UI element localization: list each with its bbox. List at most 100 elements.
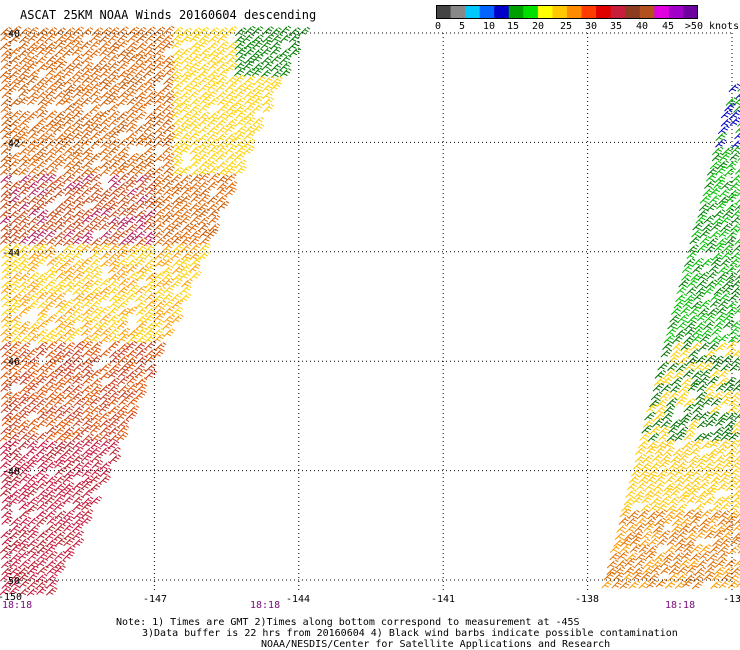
wind-barb — [719, 257, 732, 267]
wind-barb — [9, 258, 21, 267]
wind-barb — [1, 474, 14, 484]
wind-barb — [675, 503, 688, 513]
wind-barb — [8, 305, 21, 315]
wind-barb — [670, 454, 682, 464]
wind-barb — [127, 26, 140, 36]
wind-barb — [709, 186, 722, 196]
wind-barb — [681, 264, 694, 274]
wind-barb — [144, 249, 157, 259]
wind-barb — [90, 412, 103, 422]
wind-barb — [100, 201, 112, 211]
wind-barb — [10, 452, 23, 462]
wind-barb — [144, 41, 157, 51]
wind-barb — [648, 536, 661, 546]
wind-barb — [81, 235, 94, 245]
wind-barb — [179, 263, 192, 273]
wind-barb-map: -40-42-44-46-48-50 — [0, 25, 740, 597]
wind-barb — [690, 341, 703, 351]
wind-barb — [73, 397, 86, 407]
wind-barb — [679, 347, 692, 357]
wind-barb — [18, 572, 30, 581]
wind-barb — [243, 75, 256, 85]
wind-barb — [0, 139, 12, 148]
wind-barb — [153, 61, 166, 71]
wind-barb — [107, 440, 120, 450]
wind-barb — [10, 76, 22, 86]
wind-barb — [179, 97, 192, 107]
wind-barb — [46, 257, 59, 266]
wind-barb — [27, 263, 39, 273]
wind-barb — [206, 89, 219, 99]
wind-barb — [665, 544, 677, 554]
wind-barb — [152, 74, 165, 84]
wind-barb — [9, 125, 22, 135]
wind-barb — [152, 195, 165, 205]
wind-barb — [98, 109, 111, 119]
wind-barb — [54, 363, 67, 373]
wind-barb — [45, 432, 57, 441]
wind-barb — [734, 132, 740, 140]
wind-barb — [726, 264, 738, 274]
wind-barb — [689, 515, 702, 525]
wind-barb — [695, 459, 707, 469]
wind-barb — [632, 460, 645, 470]
wind-barb — [199, 53, 211, 63]
wind-barb — [45, 229, 57, 239]
wind-barb — [145, 321, 157, 331]
wind-barb — [10, 571, 23, 581]
wind-barb — [98, 221, 111, 231]
wind-barb — [63, 124, 76, 134]
wind-barb — [127, 382, 139, 392]
wind-barb — [72, 286, 84, 296]
wind-barb — [144, 83, 157, 93]
wind-barb — [81, 496, 94, 506]
wind-barb — [606, 566, 619, 576]
lat-lon-grid — [9, 32, 733, 592]
wind-barb — [73, 243, 86, 253]
wind-barb — [135, 327, 148, 337]
wind-barb — [199, 102, 211, 112]
wind-barb — [180, 131, 193, 141]
wind-barb — [711, 326, 723, 336]
wind-barb — [235, 117, 248, 127]
wind-barb — [91, 453, 103, 463]
wind-barb — [100, 188, 113, 198]
wind-barb — [54, 145, 67, 154]
wind-barb — [625, 489, 637, 498]
latitude-labels: -40-42-44-46-48-50 — [2, 29, 20, 587]
wind-barb — [712, 355, 724, 365]
lat-label: -40 — [2, 29, 20, 40]
wind-barb — [100, 258, 113, 268]
wind-barb — [55, 60, 68, 70]
wind-barb — [0, 446, 12, 456]
wind-barb — [667, 572, 680, 582]
wind-barb — [666, 397, 678, 407]
wind-barb — [691, 333, 704, 343]
wind-barb — [108, 221, 120, 231]
wind-barb — [243, 40, 256, 50]
wind-barb — [135, 111, 147, 120]
wind-barb — [682, 368, 695, 378]
wind-barb — [136, 200, 149, 210]
wind-barb — [668, 390, 681, 400]
wind-barb — [55, 320, 68, 330]
wind-barb — [706, 237, 719, 247]
wind-barb — [73, 362, 86, 371]
wind-barb — [638, 474, 650, 484]
wind-barb — [125, 340, 138, 350]
wind-barb — [26, 54, 39, 64]
wind-barb — [198, 152, 210, 161]
wind-barb — [135, 368, 147, 378]
wind-barb — [63, 487, 76, 497]
wind-barb — [153, 208, 166, 218]
wind-barb — [691, 438, 704, 448]
wind-barb — [208, 144, 220, 154]
wind-barb — [660, 558, 673, 568]
wind-barb — [172, 124, 185, 134]
wind-barb — [90, 117, 103, 127]
wind-barb — [63, 509, 75, 519]
wind-barb — [677, 391, 690, 400]
wind-barb — [207, 151, 220, 161]
wind-barb — [189, 158, 202, 168]
wind-barb — [136, 320, 148, 330]
